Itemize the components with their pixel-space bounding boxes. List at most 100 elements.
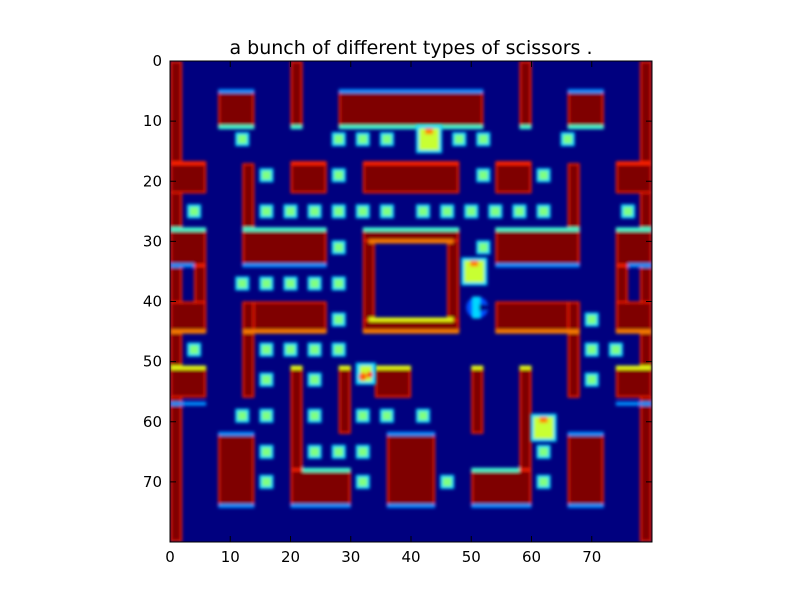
pellet (189, 206, 199, 216)
maze-wall-edge (218, 89, 255, 94)
pellet (334, 345, 344, 355)
pellet (358, 134, 368, 144)
pellet (587, 375, 597, 385)
maze-wall (448, 230, 458, 331)
maze-wall-edge (290, 125, 303, 130)
maze-wall-edge (615, 161, 652, 166)
maze-wall-edge (567, 125, 604, 130)
maze-wall-edge (368, 239, 454, 244)
maze-wall (171, 164, 205, 192)
pellet (189, 345, 199, 355)
x-tick-label: 60 (522, 548, 541, 566)
maze-wall (569, 92, 603, 126)
pellet (310, 375, 320, 385)
pellet (261, 170, 271, 180)
y-tick-label: 0 (152, 52, 162, 70)
maze-wall (171, 230, 205, 264)
maze-wall (520, 62, 530, 126)
ghost (464, 260, 485, 283)
x-tick-label: 0 (165, 548, 175, 566)
pellet (310, 206, 320, 216)
maze-wall-edge (615, 227, 652, 232)
maze-walls (170, 61, 652, 542)
maze-wall (364, 230, 374, 331)
pellet (382, 411, 392, 421)
pellet (310, 345, 320, 355)
game-heatmap (170, 61, 652, 542)
y-tick-label: 10 (143, 112, 162, 130)
x-tick-label: 30 (341, 548, 360, 566)
maze-wall (569, 435, 603, 505)
maze-wall (617, 266, 627, 331)
maze-wall-edge (615, 329, 652, 334)
maze-wall (520, 369, 530, 469)
maze-wall-edge (386, 503, 436, 508)
maze-wall-edge (615, 401, 652, 406)
maze-wall-edge (302, 467, 351, 472)
pellet (478, 242, 488, 252)
maze-wall-edge (170, 227, 207, 232)
y-axis-ticks: 0 10 20 30 40 50 60 70 (143, 52, 652, 491)
maze-wall-edge (567, 89, 604, 94)
pellet (442, 477, 452, 487)
maze-wall (496, 164, 530, 192)
pellet (237, 134, 247, 144)
maze-wall (364, 164, 458, 192)
pellet (261, 411, 271, 421)
pellet (334, 170, 344, 180)
pellet (382, 206, 392, 216)
pellet (286, 206, 295, 216)
maze-wall (496, 230, 579, 264)
maze-wall (243, 164, 253, 264)
maze-wall-edge (368, 317, 454, 322)
pellet (418, 206, 428, 216)
maze-wall-edge (170, 161, 207, 166)
maze-wall (617, 230, 651, 264)
pellet (490, 206, 500, 216)
x-tick-label: 10 (221, 548, 240, 566)
pellet (310, 411, 320, 421)
maze-wall-edge (218, 503, 255, 508)
pellet (539, 206, 549, 216)
maze-wall-edge (362, 161, 460, 166)
maze-wall-edge (627, 263, 652, 268)
maze-wall-edge (471, 503, 532, 508)
y-tick-label: 50 (143, 353, 162, 371)
maze-wall (171, 303, 205, 331)
maze-wall (472, 369, 482, 433)
maze-wall (171, 369, 205, 397)
pellet (587, 345, 597, 355)
pellet (261, 447, 271, 457)
pellet (514, 206, 524, 216)
sprites (355, 125, 557, 442)
maze-wall-edge (170, 401, 207, 406)
maze-wall (243, 303, 253, 397)
maze-wall-edge (290, 503, 351, 508)
maze-wall-edge (218, 431, 255, 436)
maze-wall-edge (519, 365, 532, 370)
y-tick-label: 60 (143, 413, 162, 431)
pellet (261, 278, 271, 288)
bonus-cherry (358, 372, 367, 381)
x-axis-ticks: 0 10 20 30 40 50 60 70 (165, 61, 601, 566)
y-tick-label: 20 (143, 172, 162, 190)
y-tick-label: 40 (143, 293, 162, 311)
maze-wall (617, 164, 651, 192)
y-tick-label: 30 (143, 232, 162, 250)
maze-wall-edge (362, 227, 460, 232)
maze-wall-edge (170, 263, 195, 268)
pellet (286, 345, 295, 355)
maze-wall (243, 303, 326, 331)
maze-wall-edge (374, 365, 411, 370)
pellet (334, 447, 344, 457)
ghost (533, 416, 554, 439)
maze-wall-edge (338, 89, 484, 94)
maze-wall (340, 369, 350, 433)
maze-wall-edge (338, 365, 351, 370)
maze-wall (195, 266, 205, 331)
maze-wall-edge (567, 503, 604, 508)
maze-wall (472, 471, 530, 505)
pellet (310, 447, 320, 457)
pellet (261, 206, 271, 216)
